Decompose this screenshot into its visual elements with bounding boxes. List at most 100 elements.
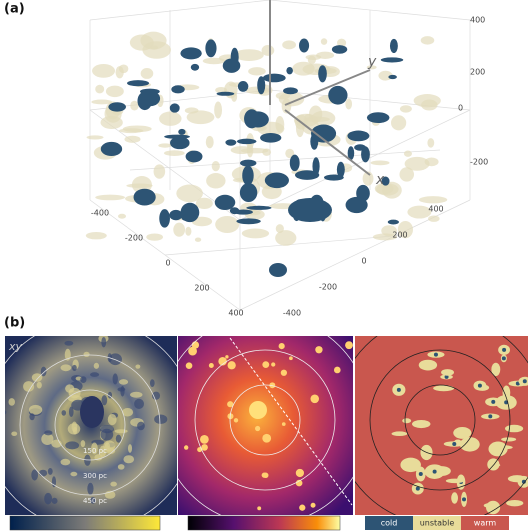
tick-label: 400	[428, 205, 443, 214]
warm-cloud	[246, 142, 254, 158]
hot-spot	[281, 422, 286, 426]
hot-spot	[345, 341, 353, 350]
cold-cloud	[214, 194, 236, 211]
tick-label: -200	[319, 283, 337, 292]
texture	[355, 336, 528, 515]
warm-cloud	[214, 101, 223, 119]
warm-cloud	[399, 105, 412, 113]
warm-cloud	[140, 68, 154, 79]
texture-blob	[104, 442, 111, 450]
texture-blob	[11, 431, 18, 437]
warm-cloud	[158, 143, 172, 148]
cold-cloud	[239, 183, 258, 203]
hot-spot	[208, 362, 214, 368]
cold-cloud	[236, 218, 261, 225]
texture-blob	[110, 481, 117, 487]
unstable-patch	[488, 441, 508, 457]
hot-spot	[262, 361, 270, 369]
texture-blob	[68, 406, 74, 418]
warm-cloud	[211, 160, 220, 172]
cold-cloud	[264, 172, 289, 189]
tick-label: 400	[470, 16, 485, 25]
warm-cloud	[173, 222, 186, 237]
texture-blob	[60, 458, 71, 466]
cold-cloud	[388, 74, 397, 80]
cold-cloud	[169, 209, 183, 221]
cold-cloud	[237, 80, 249, 92]
cold-cloud	[257, 76, 266, 95]
warm-cloud	[124, 135, 141, 143]
hot-spot	[278, 343, 285, 350]
warm-cloud	[275, 230, 297, 246]
cold-cloud	[230, 47, 239, 67]
warm-cloud	[428, 215, 440, 222]
texture-blob	[152, 391, 161, 400]
unstable-patch	[391, 431, 408, 437]
panel-a-3d: y x 400 200 0 -200 -400 -200 0 200 400 -400 -200 0 200…	[85, 0, 488, 318]
unstable-patch	[491, 362, 501, 377]
unstable-patch	[453, 427, 472, 439]
warm-cloud	[376, 183, 399, 196]
hot-spot	[218, 356, 227, 366]
warm-cloud	[95, 194, 126, 201]
cold-cloud	[299, 38, 310, 53]
tick-label: -200	[470, 158, 488, 167]
cold-cloud	[312, 157, 320, 176]
cold-cloud	[246, 205, 272, 210]
cold-cloud	[127, 80, 150, 87]
unstable-patch	[459, 437, 480, 452]
ring	[369, 349, 511, 491]
tick-label: 0	[458, 104, 463, 113]
hot-spot	[310, 502, 316, 508]
cold-cloud	[159, 209, 170, 228]
warm-cloud	[129, 34, 154, 51]
legend-swatch	[461, 516, 509, 530]
wireframe-line	[89, 0, 271, 21]
warm-cloud	[424, 157, 439, 167]
cold-patch	[502, 347, 507, 352]
cold-cloud	[190, 63, 200, 71]
texture-blob	[31, 469, 39, 481]
cold-patch	[488, 414, 493, 419]
tick-label: 200	[194, 284, 209, 293]
cold-cloud	[318, 65, 327, 83]
cold-cloud	[242, 165, 254, 186]
wireframe-line	[129, 149, 441, 171]
axis-arrow	[284, 69, 371, 106]
cold-cloud	[323, 174, 344, 181]
tick-label: -200	[125, 234, 143, 243]
cold-cloud	[283, 87, 298, 95]
texture-blob	[44, 430, 53, 436]
unstable-patch	[441, 369, 455, 376]
texture-blob	[44, 492, 53, 505]
texture-blob	[31, 373, 43, 382]
hot-spot	[295, 468, 305, 478]
cold-patch	[452, 441, 457, 446]
cold-cloud	[133, 188, 156, 206]
texture-blob	[117, 387, 126, 392]
warm-cloud	[205, 135, 214, 149]
warm-cloud	[370, 160, 390, 166]
slice-line	[229, 337, 353, 506]
hot-spot	[233, 418, 239, 423]
warm-cloud	[194, 237, 202, 242]
texture	[178, 336, 353, 515]
legend-label: warm	[474, 519, 497, 528]
warm-cloud	[427, 138, 435, 148]
tick-label: 200	[470, 68, 485, 77]
unstable-patch	[445, 478, 465, 484]
warm-cloud	[91, 99, 113, 105]
texture-blob	[80, 440, 86, 448]
cold-patch	[501, 356, 506, 361]
cold-cloud	[347, 130, 370, 142]
cold-cloud	[331, 45, 348, 54]
cold-cloud	[141, 90, 161, 107]
cold-cloud	[225, 139, 237, 146]
hot-spot	[225, 355, 229, 359]
texture-blob	[117, 464, 125, 470]
cold-patch	[504, 400, 509, 405]
hot-spot	[188, 346, 197, 356]
void	[80, 396, 104, 428]
hot-spot	[333, 366, 341, 374]
